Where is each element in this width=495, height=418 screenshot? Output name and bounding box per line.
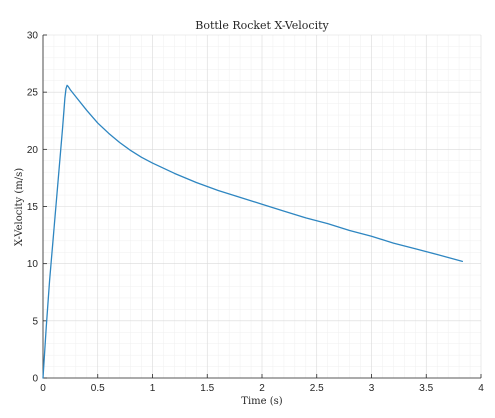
y-tick-label: 30 xyxy=(27,31,39,42)
x-tick-label: 3 xyxy=(369,383,375,394)
x-tick-label: 4 xyxy=(478,383,484,394)
y-tick-label: 0 xyxy=(32,374,38,385)
y-tick-label: 20 xyxy=(27,145,39,156)
y-tick-labels: 0 5 10 15 20 25 30 xyxy=(27,31,39,385)
x-axis-label: Time (s) xyxy=(241,396,282,407)
x-tick-labels: 0 0.5 1 1.5 2 2.5 3 3.5 4 xyxy=(40,383,484,394)
y-axis-label: X-Velocity (m/s) xyxy=(14,168,25,246)
chart-title: Bottle Rocket X-Velocity xyxy=(195,19,329,32)
y-tick-label: 10 xyxy=(27,259,39,270)
x-tick-label: 3.5 xyxy=(419,383,433,394)
series-group xyxy=(42,84,464,379)
x-tick-label: 1.5 xyxy=(200,383,214,394)
series-line xyxy=(42,84,464,379)
x-tick-label: 0 xyxy=(40,383,46,394)
x-tick-label: 2 xyxy=(259,383,265,394)
x-tick-label: 1 xyxy=(150,383,156,394)
x-tick-label: 2.5 xyxy=(310,383,324,394)
x-tick-label: 0.5 xyxy=(91,383,105,394)
y-tick-label: 15 xyxy=(27,202,39,213)
y-tick-label: 5 xyxy=(32,316,38,327)
y-tick-label: 25 xyxy=(27,88,39,99)
